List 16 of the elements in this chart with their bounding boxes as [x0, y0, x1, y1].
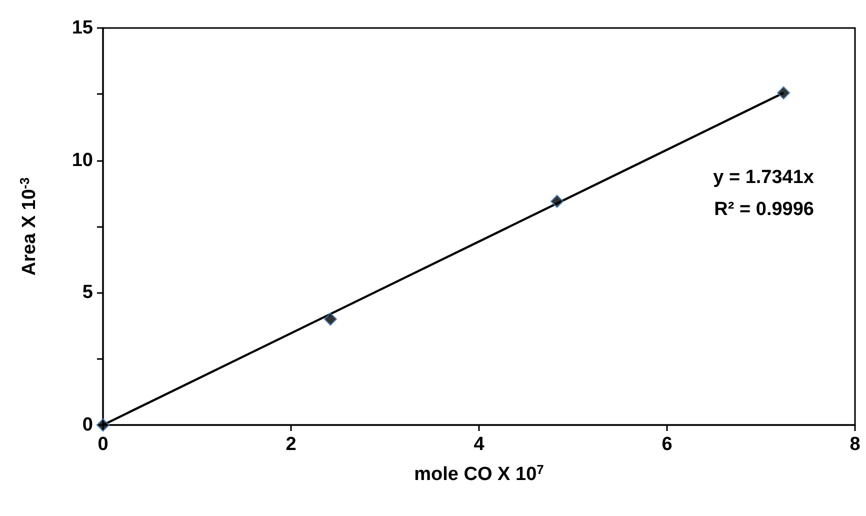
point: [96, 418, 110, 432]
x-tick-label: 2: [286, 434, 296, 455]
point: [776, 86, 790, 100]
y-tick-label: 10: [72, 150, 93, 171]
annotation: R² = 0.9996: [714, 199, 814, 220]
y-tick-label: 5: [82, 282, 94, 304]
y-tick-label: 0: [82, 414, 93, 436]
x-tick-label: 0: [98, 434, 108, 455]
x-tick-label: 8: [850, 434, 860, 455]
point: [550, 194, 564, 208]
x-tick-label: 6: [662, 434, 672, 455]
x-tick-label: 4: [474, 434, 485, 455]
y-axis-title: Area X 10-3: [17, 177, 40, 276]
annotation: y = 1.7341x: [713, 167, 814, 188]
y-tick-label: 15: [72, 18, 94, 38]
point: [324, 312, 338, 326]
